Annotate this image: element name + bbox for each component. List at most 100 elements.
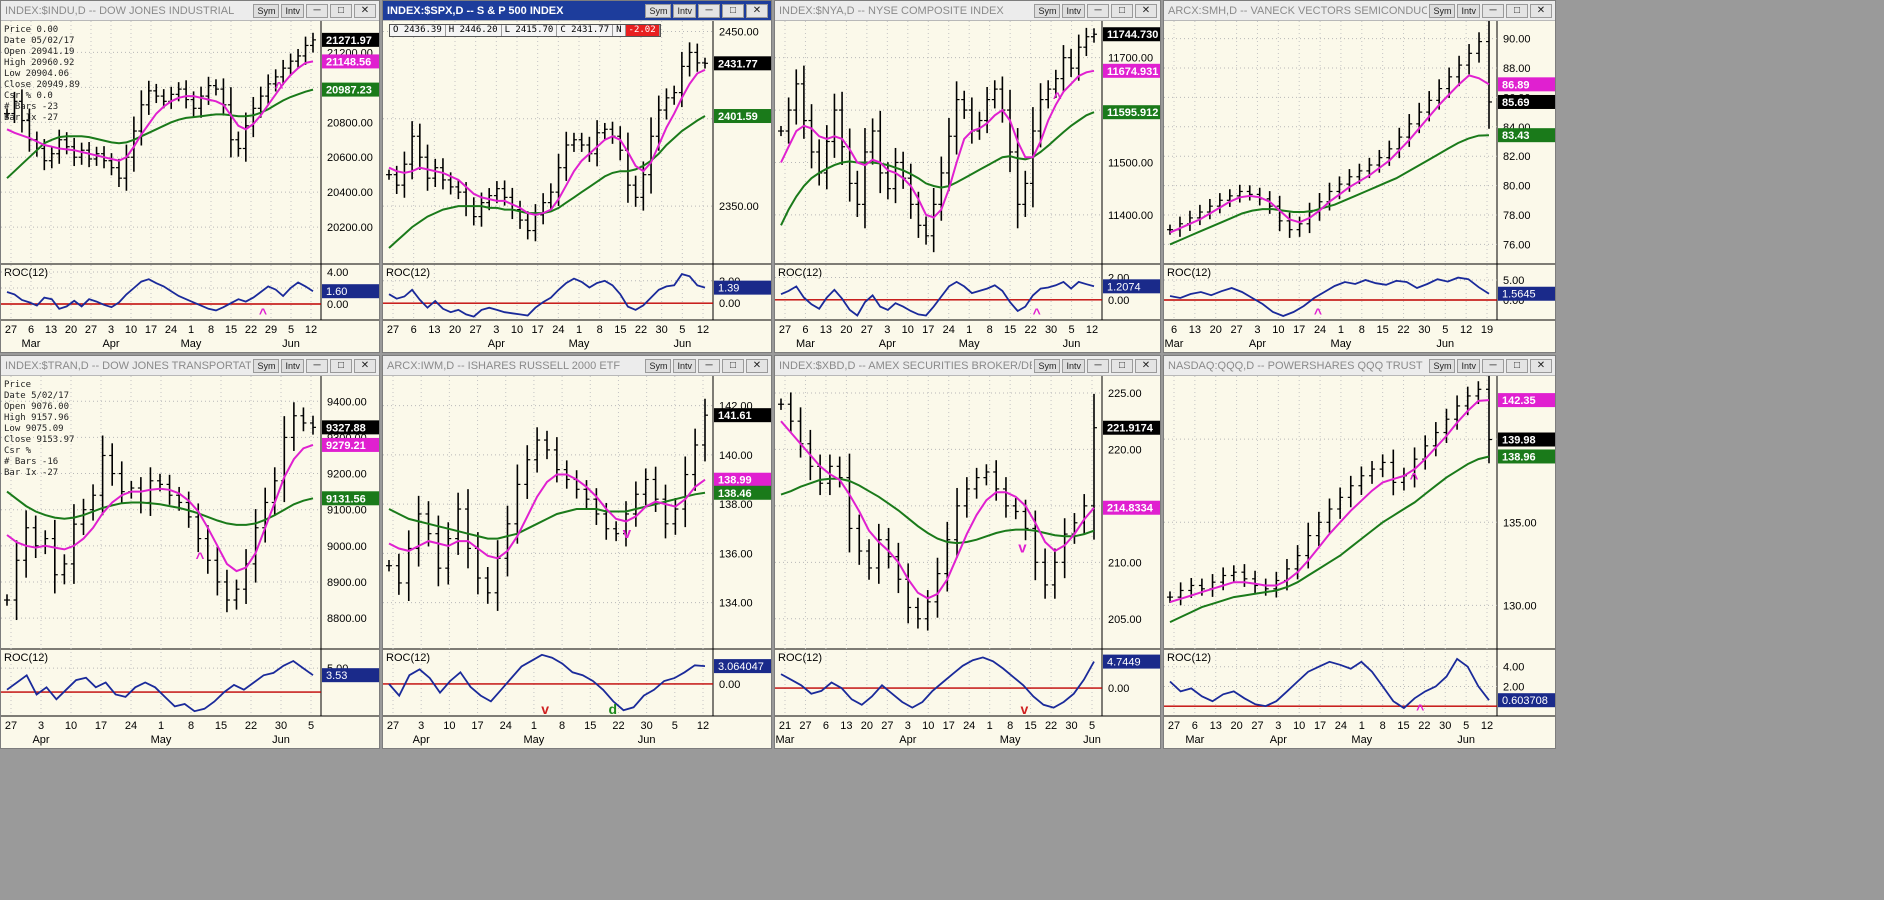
month-label: Jun — [272, 734, 290, 746]
date-tick-label: 15 — [1397, 720, 1409, 732]
roc-line — [780, 280, 1095, 317]
annotation-mark: ^ — [1410, 470, 1419, 487]
date-tick-label: 22 — [612, 720, 624, 732]
interval-button[interactable]: Intv — [1457, 358, 1480, 373]
minimize-icon[interactable]: ─ — [306, 3, 328, 18]
price-tag-label: 2401.59 — [718, 111, 758, 123]
date-tick-label: 27 — [799, 720, 811, 732]
minimize-icon[interactable]: ─ — [1482, 3, 1504, 18]
chart-window-qqq: NASDAQ:QQQ,D -- POWERSHARES QQQ TRUST Sym… — [1163, 355, 1556, 749]
ohlc-row: Date 5/02/17 — [4, 391, 70, 401]
date-tick-label: 27 — [881, 720, 893, 732]
window-title-bar: INDEX:$TRAN,D -- DOW JONES TRANSPORTATIO… — [1, 356, 379, 376]
date-tick-label: 6 — [823, 720, 829, 732]
month-label: Mar — [1165, 338, 1184, 350]
sym-button[interactable]: Sym — [1429, 3, 1456, 18]
price-tick-label: 8900.00 — [327, 577, 367, 589]
roc-label: ROC(12) — [1167, 267, 1211, 279]
price-tag-box — [1498, 432, 1555, 447]
date-tick-label: 1 — [188, 324, 194, 336]
restore-icon[interactable]: □ — [722, 3, 744, 18]
restore-icon[interactable]: □ — [330, 358, 352, 373]
price-tag-box — [1498, 128, 1555, 143]
sym-button[interactable]: Sym — [645, 3, 672, 18]
price-tag-box — [714, 472, 771, 487]
minimize-icon[interactable]: ─ — [698, 3, 720, 18]
price-tick-label: 205.00 — [1108, 614, 1142, 626]
minimize-icon[interactable]: ─ — [698, 358, 720, 373]
sym-button[interactable]: Sym — [1034, 358, 1061, 373]
restore-icon[interactable]: □ — [1111, 3, 1133, 18]
date-tick-label: 8 — [1007, 720, 1013, 732]
date-tick-label: 24 — [963, 720, 975, 732]
annotation-mark: ^ — [275, 79, 284, 96]
date-tick-label: 22 — [1397, 324, 1409, 336]
price-tick-label: 88.00 — [1503, 63, 1531, 75]
interval-button[interactable]: Intv — [1457, 3, 1480, 18]
sym-button[interactable]: Sym — [253, 3, 280, 18]
minimize-icon[interactable]: ─ — [1482, 358, 1504, 373]
date-tick-label: 1 — [576, 324, 582, 336]
chart-area: 21200.0021000.0020800.0020600.0020400.00… — [1, 21, 379, 352]
sym-button[interactable]: Sym — [253, 358, 280, 373]
moving-average-long — [388, 491, 706, 540]
minimize-icon[interactable]: ─ — [306, 358, 328, 373]
month-label: Apr — [1249, 338, 1266, 350]
ohlc-row: High 9157.96 — [4, 413, 70, 423]
close-icon[interactable]: ✕ — [1135, 3, 1157, 18]
roc-annotation-mark: v — [541, 701, 549, 717]
roc-line — [1169, 276, 1490, 317]
close-icon[interactable]: ✕ — [1135, 358, 1157, 373]
ohlc-row: Low 20904.06 — [4, 69, 70, 79]
date-tick-label: 19 — [1481, 324, 1493, 336]
date-tick-label: 22 — [1418, 720, 1430, 732]
interval-button[interactable]: Intv — [281, 358, 304, 373]
restore-icon[interactable]: □ — [1506, 3, 1528, 18]
interval-button[interactable]: Intv — [1062, 3, 1085, 18]
ohlc-row: Bar Ix -27 — [4, 113, 59, 123]
date-tick-label: 5 — [308, 720, 314, 732]
date-tick-label: 5 — [1089, 720, 1095, 732]
date-tick-label: 22 — [245, 324, 257, 336]
roc-tag-box — [322, 284, 379, 299]
date-tick-label: 5 — [679, 324, 685, 336]
interval-button[interactable]: Intv — [1062, 358, 1085, 373]
close-icon[interactable]: ✕ — [746, 358, 768, 373]
sym-button[interactable]: Sym — [1034, 3, 1061, 18]
price-tick-label: 82.00 — [1503, 151, 1531, 163]
restore-icon[interactable]: □ — [1111, 358, 1133, 373]
date-tick-label: 3 — [418, 720, 424, 732]
close-icon[interactable]: ✕ — [1530, 358, 1552, 373]
restore-icon[interactable]: □ — [722, 358, 744, 373]
close-icon[interactable]: ✕ — [1530, 3, 1552, 18]
restore-icon[interactable]: □ — [1506, 358, 1528, 373]
sym-button[interactable]: Sym — [645, 358, 672, 373]
interval-button[interactable]: Intv — [281, 3, 304, 18]
close-icon[interactable]: ✕ — [746, 3, 768, 18]
date-tick-label: 6 — [1192, 720, 1198, 732]
close-icon[interactable]: ✕ — [354, 3, 376, 18]
minimize-icon[interactable]: ─ — [1087, 3, 1109, 18]
roc-label: ROC(12) — [386, 652, 430, 664]
date-tick-label: 17 — [922, 324, 934, 336]
close-icon[interactable]: ✕ — [354, 358, 376, 373]
date-tick-label: 27 — [779, 324, 791, 336]
price-tick-label: 9000.00 — [327, 541, 367, 553]
date-tick-label: 10 — [1272, 324, 1284, 336]
minimize-icon[interactable]: ─ — [1087, 358, 1109, 373]
roc-tick-label: 0.00 — [327, 299, 348, 311]
sym-button[interactable]: Sym — [1429, 358, 1456, 373]
date-tick-label: 15 — [614, 324, 626, 336]
window-title: INDEX:$NYA,D -- NYSE COMPOSITE INDEX — [779, 4, 1004, 17]
month-label: Apr — [32, 734, 49, 746]
price-tag-box — [714, 485, 771, 500]
interval-button[interactable]: Intv — [673, 3, 696, 18]
price-tick-label: 84.00 — [1503, 122, 1531, 134]
price-tag-label: 85.69 — [1502, 97, 1530, 109]
restore-icon[interactable]: □ — [330, 3, 352, 18]
ohlc-row: High 20960.92 — [4, 58, 75, 68]
price-tag-box — [322, 54, 379, 69]
interval-button[interactable]: Intv — [673, 358, 696, 373]
